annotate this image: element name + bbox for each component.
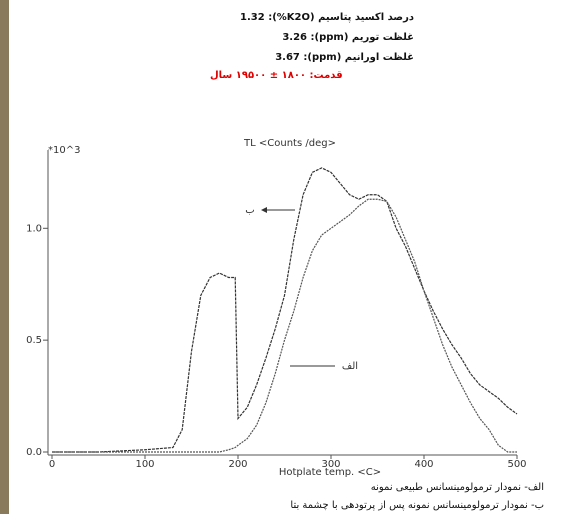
x-tick-label: 400 [414,459,433,470]
photo-edge [0,0,9,514]
y-multiplier: *10^3 [48,145,80,156]
y-tick-label: 0.0 [26,447,42,458]
series-line [52,167,518,453]
x-tick-label: 200 [228,459,247,470]
y-tick-label: 1.0 [26,223,42,234]
age: قدمت: ۱۸۰۰ ± ۱۹۵۰۰ سال [210,70,343,81]
chart-title: TL <Counts /deg> [243,138,336,149]
footer-line: ب- نمودار ترمولومینسانس نمونه پس از پرتو… [290,500,544,511]
y-tick-label: 0.5 [26,335,42,346]
x-axis-label: Hotplate temp. <C> [279,467,381,478]
series-annotation: الف [342,361,358,372]
series-line [52,198,517,453]
header-line: غلظت توریم (ppm): 3.26 [282,32,414,43]
x-tick-label: 100 [135,459,154,470]
header-line: درصد اکسید پتاسیم (K2O%): 1.32 [240,12,414,23]
x-tick-label: 0 [49,459,55,470]
series-annotation: ب [245,205,254,216]
x-tick-label: 500 [507,459,526,470]
footer-line: الف- نمودار ترمولومینسانس طبیعی نمونه [370,482,544,493]
header-line: غلظت اورانیم (ppm): 3.67 [275,52,414,63]
x-tick-label: 300 [321,459,340,470]
